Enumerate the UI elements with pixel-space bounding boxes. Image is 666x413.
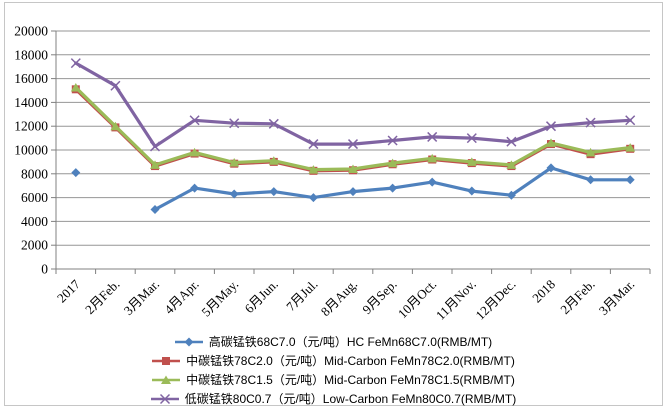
x-marker-icon (159, 393, 170, 404)
x-marker-icon (229, 118, 240, 129)
triangle-marker-icon (625, 143, 636, 152)
legend-item: 中碳锰铁78C1.5（元/吨）Mid-Carbon FeMn78C1.5(RMB… (151, 370, 515, 389)
diamond-marker-icon (506, 190, 516, 200)
x-marker-icon (427, 131, 438, 142)
y-axis-label: 18000 (14, 47, 48, 62)
diamond-marker-icon (388, 183, 398, 193)
x-axis-label: 6月Jun. (241, 277, 280, 316)
x-marker-icon (149, 141, 161, 152)
legend-x-marker-icon (150, 393, 179, 404)
x-marker-icon (545, 121, 557, 132)
triangle-marker-icon (150, 160, 160, 169)
y-axis-label: 10000 (14, 143, 48, 158)
legend-square-marker-icon (152, 356, 181, 365)
triangle-marker-icon (466, 157, 477, 166)
y-axis-label: 8000 (21, 166, 48, 181)
x-marker-icon (506, 136, 517, 147)
triangle-marker-icon (427, 153, 438, 163)
diamond-marker-icon (467, 186, 477, 196)
triangle-marker-icon (308, 165, 319, 174)
x-axis-label: 2018 (529, 277, 558, 306)
legend-label: 中碳锰铁78C1.5（元/吨）Mid-Carbon FeMn78C1.5(RMB… (186, 373, 515, 387)
y-axis-label: 14000 (14, 95, 48, 110)
legend-diamond-marker-icon (174, 337, 203, 346)
chart-frame (4, 2, 663, 406)
x-marker-icon (189, 115, 200, 126)
diamond-marker-icon (229, 189, 239, 199)
x-axis-label: 7月Jul. (283, 277, 320, 314)
triangle-marker-icon (268, 156, 279, 165)
x-axis-label: 10月Oct. (395, 277, 440, 322)
x-marker-icon (110, 80, 121, 91)
diamond-marker-icon (427, 177, 437, 187)
triangle-marker-icon (506, 160, 517, 169)
x-axis-label: 2月Feb. (82, 277, 122, 317)
legend-item: 低碳锰铁80C0.7（元/吨）Low-Carbon FeMn80C0.7(RMB… (150, 389, 516, 408)
series-line (74, 61, 632, 148)
x-marker-icon (387, 135, 398, 146)
triangle-marker-icon (348, 164, 358, 174)
triangle-marker-icon (585, 147, 596, 157)
diamond-marker-icon (184, 337, 194, 346)
x-axis-label: 4月Apr. (161, 277, 201, 317)
y-axis-label: 20000 (14, 24, 48, 39)
triangle-marker-icon (387, 158, 398, 168)
legend-label: 低碳锰铁80C0.7（元/吨）Low-Carbon FeMn80C0.7(RMB… (184, 392, 517, 406)
triangle-marker-icon (229, 157, 240, 167)
triangle-marker-icon (161, 375, 172, 384)
triangle-marker-icon (110, 121, 121, 131)
x-axis-label: 9月Sep. (359, 277, 399, 317)
x-axis-label: 3月Mar. (596, 277, 638, 319)
diamond-marker-icon (269, 187, 279, 197)
y-axis-label: 0 (41, 262, 48, 277)
x-axis-label: 2017 (54, 276, 83, 305)
legend-label: 高碳锰铁68C7.0（元/吨）HC FeMn68C7.0(RMB/MT) (208, 335, 493, 349)
x-axis-label: 3月Mar. (121, 277, 163, 319)
x-axis-label: 2月Feb. (557, 277, 597, 317)
legend-triangle-marker-icon (152, 375, 181, 384)
chart-legend: 高碳锰铁68C7.0（元/吨）HC FeMn68C7.0(RMB/MT) 中碳锰铁… (0, 332, 666, 408)
x-axis-label: 12月Dec. (472, 277, 518, 323)
diamond-marker-icon (546, 163, 556, 173)
legend-item: 高碳锰铁68C7.0（元/吨）HC FeMn68C7.0(RMB/MT) (174, 332, 492, 351)
x-marker-icon (585, 117, 596, 128)
diamond-marker-icon (150, 205, 160, 214)
x-marker-icon (268, 118, 279, 129)
x-marker-icon (70, 58, 81, 69)
diamond-marker-icon (586, 175, 596, 185)
y-axis-label: 12000 (14, 119, 48, 134)
diamond-marker-icon (71, 168, 81, 178)
diamond-marker-icon (308, 193, 318, 203)
diamond-marker-icon (348, 187, 358, 197)
triangle-marker-icon (70, 83, 81, 92)
legend-label: 中碳锰铁78C2.0（元/吨）Mid-Carbon FeMn78C2.0(RMB… (186, 354, 515, 368)
y-axis-label: 16000 (14, 71, 48, 86)
y-axis-label: 2000 (21, 238, 48, 253)
square-marker-icon (162, 356, 171, 365)
x-marker-icon (625, 115, 636, 126)
x-axis-label: 5月May. (198, 277, 241, 320)
diamond-marker-icon (190, 183, 200, 193)
x-axis-label: 8月Aug. (318, 277, 361, 320)
triangle-marker-icon (189, 147, 200, 157)
x-axis-label: 11月Nov. (433, 277, 479, 323)
triangle-marker-icon (546, 138, 556, 147)
x-marker-icon (308, 139, 319, 150)
y-axis-label: 6000 (21, 190, 48, 205)
x-marker-icon (466, 133, 477, 144)
diamond-marker-icon (625, 175, 635, 185)
x-marker-icon (347, 139, 359, 150)
legend-item: 中碳锰铁78C2.0（元/吨）Mid-Carbon FeMn78C2.0(RMB… (151, 351, 515, 370)
y-axis-label: 4000 (21, 214, 48, 229)
